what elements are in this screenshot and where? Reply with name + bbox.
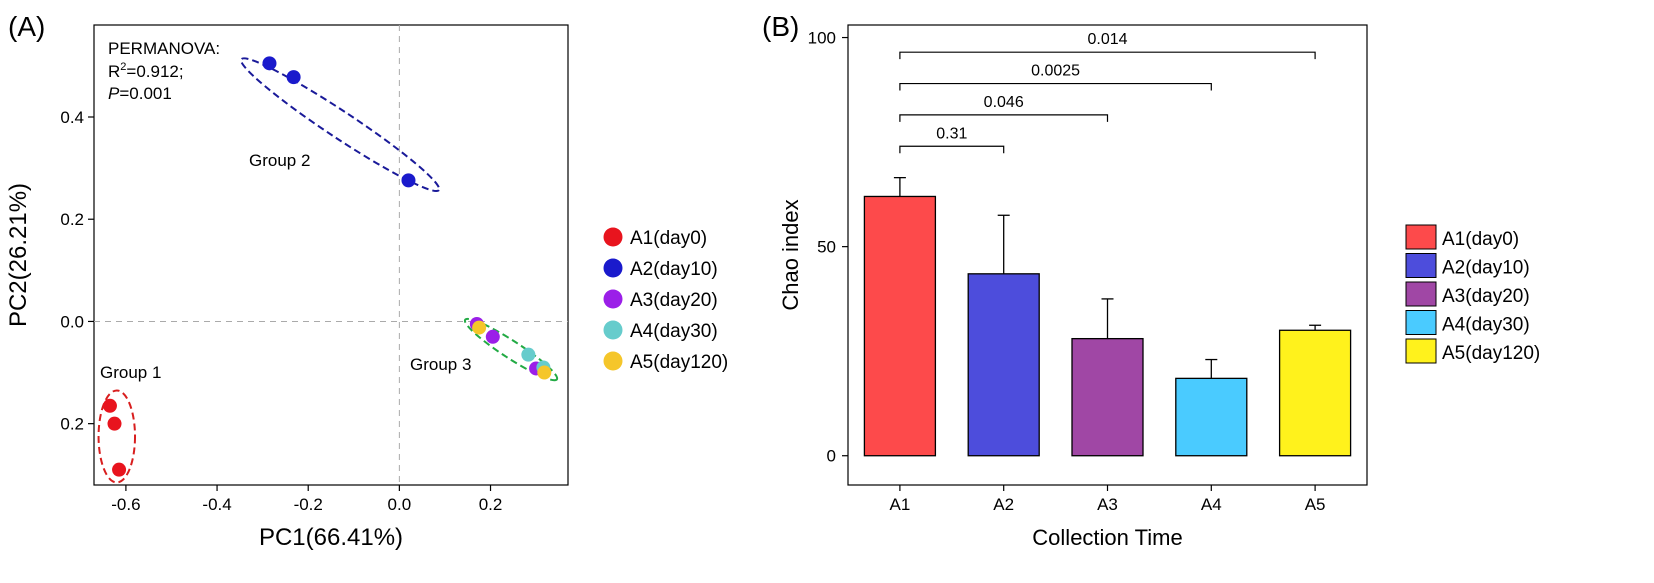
legend-label-b: A2(day10) [1442, 258, 1530, 279]
legend-marker-a [603, 258, 623, 278]
legend-marker-a [603, 227, 623, 247]
significance-bracket [899, 51, 1316, 60]
legend-label-a: A3(day20) [630, 290, 718, 311]
legend-marker-a [603, 320, 623, 340]
x-tick-label-b: A5 [1305, 495, 1326, 514]
scatter-point-A3(day20) [485, 329, 500, 344]
significance-bracket [899, 145, 1005, 154]
y-tick-label-a: 0.0 [60, 312, 84, 331]
scatter-point-A5(day120) [537, 365, 552, 380]
y-tick-label-b: 0 [827, 447, 836, 466]
y-tick-label-b: 100 [808, 29, 836, 48]
scatter-point-A4(day30) [521, 347, 536, 362]
group-label-2: Group 2 [249, 151, 310, 170]
x-tick-label-a: 0.2 [479, 495, 503, 514]
legend-swatch-b [1405, 281, 1437, 307]
scatter-point-A1(day0) [112, 462, 127, 477]
p-value-label: 0.31 [936, 125, 967, 142]
scatter-point-A2(day10) [262, 56, 277, 71]
legend-label-a: A2(day10) [630, 259, 718, 280]
y-tick-label-a: 0.2 [60, 415, 84, 434]
legend-label-a: A5(day120) [630, 352, 728, 373]
x-axis-label-b: Collection Time [1032, 525, 1182, 550]
scatter-point-A1(day0) [107, 416, 122, 431]
group-ellipse-3 [463, 317, 559, 382]
legend-swatch-b [1405, 253, 1437, 278]
y-tick-label-a: 0.2 [60, 210, 84, 229]
bar-A5 [1278, 329, 1352, 457]
group-label-3: Group 3 [410, 355, 471, 374]
group-ellipse-2 [240, 57, 441, 193]
legend-label-b: A1(day0) [1442, 229, 1519, 250]
y-axis-label-b: Chao index [778, 199, 803, 310]
panel-label-b: (B) [762, 11, 799, 42]
x-tick-label-a: -0.2 [294, 495, 323, 514]
legend-swatch-b [1405, 310, 1437, 335]
permanova-p-value: P=0.001 [108, 84, 172, 103]
bar-A2 [967, 273, 1040, 457]
bar-A3 [1071, 337, 1144, 457]
p-value-label: 0.014 [1087, 31, 1127, 48]
legend-label-a: A1(day0) [630, 228, 707, 249]
x-tick-label-a: 0.0 [388, 495, 412, 514]
legend-label-a: A4(day30) [630, 321, 718, 342]
scatter-point-A2(day10) [286, 70, 301, 85]
legend-swatch-b [1405, 224, 1437, 250]
y-axis-label-a: PC2(26.21%) [5, 183, 32, 327]
x-tick-label-b: A1 [890, 495, 911, 514]
significance-bracket [899, 82, 1212, 91]
legend-label-b: A3(day20) [1442, 286, 1530, 307]
x-axis-label-a: PC1(66.41%) [259, 524, 403, 551]
legend-marker-a [603, 289, 623, 309]
legend-label-b: A4(day30) [1442, 315, 1530, 336]
plot-frame-a [93, 24, 569, 486]
y-tick-label-a: 0.4 [60, 108, 84, 127]
y-tick-label-b: 50 [817, 238, 836, 257]
legend-label-b: A5(day120) [1442, 343, 1540, 364]
x-tick-label-b: A4 [1201, 495, 1222, 514]
x-tick-label-b: A3 [1097, 495, 1118, 514]
p-value-label: 0.046 [984, 94, 1024, 111]
permanova-title: PERMANOVA: [108, 39, 220, 58]
significance-bracket [899, 114, 1109, 122]
legend-marker-a [603, 351, 623, 371]
p-value-label: 0.0025 [1031, 63, 1080, 80]
permanova-r2: R2=0.912; [108, 61, 184, 81]
group-label-1: Group 1 [100, 363, 161, 382]
bar-A1 [863, 195, 937, 457]
x-tick-label-a: -0.6 [111, 495, 140, 514]
scatter-point-A5(day120) [472, 320, 487, 335]
x-tick-label-b: A2 [993, 495, 1014, 514]
x-tick-label-a: -0.4 [202, 495, 231, 514]
panel-label-a: (A) [8, 11, 45, 42]
scatter-point-A2(day10) [401, 173, 416, 188]
scatter-point-A1(day0) [102, 398, 117, 413]
bar-A4 [1175, 377, 1248, 457]
legend-swatch-b [1405, 338, 1437, 364]
group-ellipse-1 [97, 389, 137, 484]
